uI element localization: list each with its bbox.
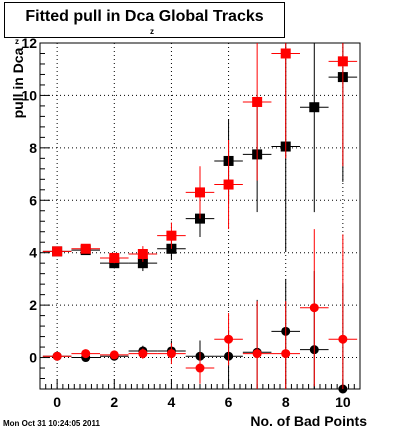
timestamp: Mon Oct 31 10:24:05 2011 <box>3 419 100 428</box>
data-point-square <box>195 187 205 198</box>
x-tick-label: 10 <box>335 394 351 410</box>
data-point-square <box>337 56 348 67</box>
y-tick-label: 10 <box>21 87 37 103</box>
x-tick-label: 2 <box>110 394 118 410</box>
x-tick-label: 4 <box>168 394 176 410</box>
y-tick-label: 2 <box>29 297 37 313</box>
data-point-square <box>166 230 177 241</box>
data-point-square <box>137 249 148 260</box>
y-tick-label: 6 <box>29 192 37 208</box>
data-point-circle <box>252 349 262 359</box>
data-point-square <box>137 258 148 269</box>
x-axis-label: No. of Bad Points <box>250 413 367 429</box>
data-point-circle <box>338 334 348 344</box>
y-tick-label: 4 <box>29 245 37 261</box>
data-point-circle <box>224 334 234 344</box>
y-tick-label: 12 <box>21 35 37 51</box>
y-tick-label: 8 <box>29 140 37 156</box>
x-tick-label: 0 <box>53 394 61 410</box>
y-tick-label: 0 <box>29 350 37 366</box>
data-point-circle <box>138 349 148 359</box>
data-point-square <box>309 102 320 113</box>
data-point-square <box>252 96 263 107</box>
data-point-circle <box>195 363 205 373</box>
data-point-circle <box>109 350 119 360</box>
chart-title: Fitted pull in Dca Global Tracks <box>25 8 264 25</box>
data-point-circle <box>281 349 291 359</box>
data-point-square <box>109 252 120 263</box>
y-axis-label-subscript: z <box>15 37 19 46</box>
x-tick-label: 6 <box>225 394 233 410</box>
data-point-circle <box>81 349 91 359</box>
data-point-circle <box>52 351 62 361</box>
chart-title-subscript: z <box>150 27 154 36</box>
data-point-square <box>280 48 291 59</box>
data-point-square <box>52 246 63 257</box>
x-tick-label: 8 <box>282 394 290 410</box>
chart-title-box: Fitted pull in Dca Global Tracks z <box>4 2 285 38</box>
data-point-circle <box>166 349 176 359</box>
data-point-circle <box>309 303 319 313</box>
data-point-square <box>80 243 91 254</box>
data-point-square <box>223 179 234 190</box>
